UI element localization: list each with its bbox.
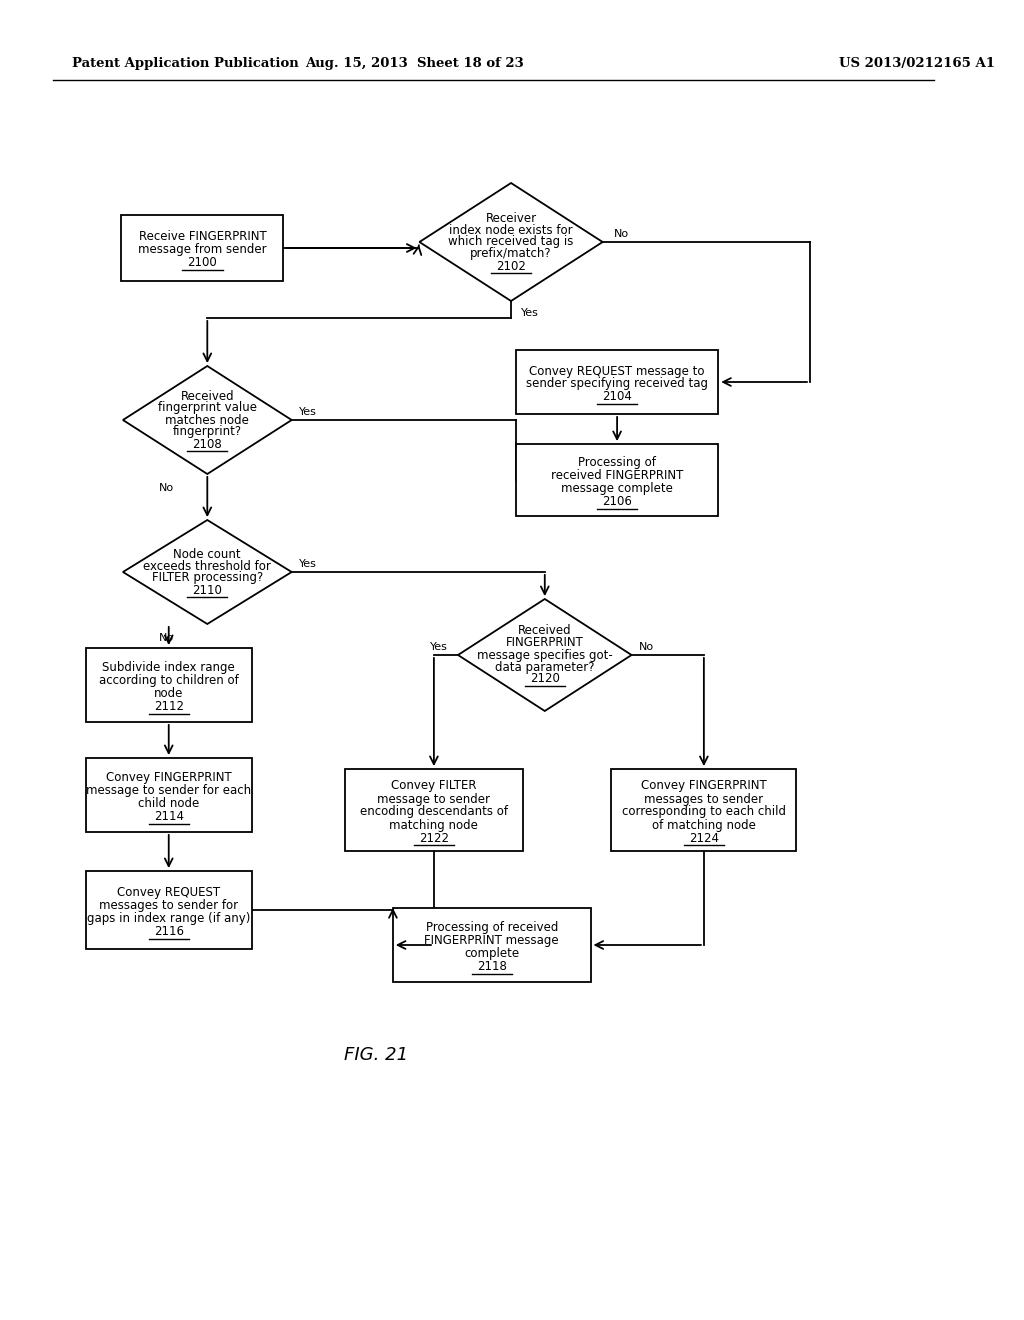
FancyBboxPatch shape [345,770,523,851]
Text: 2116: 2116 [154,925,183,939]
Polygon shape [123,520,292,624]
Text: No: No [160,634,174,643]
Text: node: node [154,686,183,700]
Text: FINGERPRINT: FINGERPRINT [506,636,584,649]
Text: Convey FINGERPRINT: Convey FINGERPRINT [105,771,231,784]
Text: matches node: matches node [165,413,249,426]
Text: Convey REQUEST message to: Convey REQUEST message to [529,364,705,378]
Text: 2106: 2106 [602,495,632,508]
Text: 2122: 2122 [419,832,449,845]
Text: Processing of received: Processing of received [426,921,558,935]
Text: Receive FINGERPRINT: Receive FINGERPRINT [138,231,266,243]
Text: Processing of: Processing of [579,455,656,469]
Text: 2124: 2124 [689,832,719,845]
Text: sender specifying received tag: sender specifying received tag [526,378,708,391]
FancyBboxPatch shape [122,215,284,281]
Text: Yes: Yes [520,308,539,318]
Text: message to sender: message to sender [378,792,490,805]
Polygon shape [420,183,603,301]
Text: 2104: 2104 [602,391,632,404]
Text: data parameter?: data parameter? [495,660,595,673]
Text: Subdivide index range: Subdivide index range [102,661,236,675]
FancyBboxPatch shape [393,908,591,982]
Text: Yes: Yes [299,558,317,569]
Text: Yes: Yes [299,407,317,417]
Text: No: No [614,228,630,239]
Text: Receiver: Receiver [485,211,537,224]
FancyBboxPatch shape [86,871,252,949]
Text: 2108: 2108 [193,437,222,450]
FancyBboxPatch shape [86,758,252,832]
Text: corresponding to each child: corresponding to each child [622,805,785,818]
Text: 2112: 2112 [154,700,183,713]
Text: US 2013/0212165 A1: US 2013/0212165 A1 [839,57,995,70]
Text: No: No [639,642,654,652]
Text: exceeds threshold for: exceeds threshold for [143,560,271,573]
Text: fingerprint?: fingerprint? [173,425,242,438]
Text: fingerprint value: fingerprint value [158,401,257,414]
Text: message specifies got-: message specifies got- [477,648,612,661]
Text: Convey FILTER: Convey FILTER [391,780,476,792]
Text: received FINGERPRINT: received FINGERPRINT [551,469,683,482]
Text: No: No [160,483,174,492]
Text: FILTER processing?: FILTER processing? [152,572,263,585]
Text: gaps in index range (if any): gaps in index range (if any) [87,912,251,925]
Text: Aug. 15, 2013  Sheet 18 of 23: Aug. 15, 2013 Sheet 18 of 23 [305,57,524,70]
Polygon shape [123,366,292,474]
Text: Received: Received [180,389,234,403]
Text: index node exists for: index node exists for [450,223,572,236]
Text: 2114: 2114 [154,810,183,822]
Text: 2102: 2102 [496,260,526,272]
Text: which received tag is: which received tag is [449,235,573,248]
Text: messages to sender: messages to sender [644,792,764,805]
Text: messages to sender for: messages to sender for [99,899,239,912]
FancyBboxPatch shape [86,648,252,722]
Text: Convey REQUEST: Convey REQUEST [117,886,220,899]
Text: Patent Application Publication: Patent Application Publication [73,57,299,70]
Text: matching node: matching node [389,818,478,832]
Text: Convey FINGERPRINT: Convey FINGERPRINT [641,780,767,792]
Text: message complete: message complete [561,482,673,495]
Text: encoding descendants of: encoding descendants of [359,805,508,818]
Text: 2118: 2118 [477,960,507,973]
Text: child node: child node [138,797,200,810]
Text: FINGERPRINT message: FINGERPRINT message [424,935,559,946]
Text: complete: complete [464,946,519,960]
Text: Received: Received [518,624,571,638]
Polygon shape [458,599,632,711]
Text: Node count: Node count [173,548,241,561]
Text: 2110: 2110 [193,583,222,597]
Text: prefix/match?: prefix/match? [470,248,552,260]
FancyBboxPatch shape [611,770,797,851]
Text: of matching node: of matching node [652,818,756,832]
Text: message from sender: message from sender [138,243,267,256]
Text: message to sender for each: message to sender for each [86,784,251,797]
FancyBboxPatch shape [516,444,718,516]
Text: FIG. 21: FIG. 21 [344,1045,409,1064]
Text: according to children of: according to children of [99,675,239,686]
Text: 2120: 2120 [529,672,560,685]
FancyBboxPatch shape [516,350,718,414]
Text: Yes: Yes [430,642,449,652]
Text: 2100: 2100 [187,256,217,269]
